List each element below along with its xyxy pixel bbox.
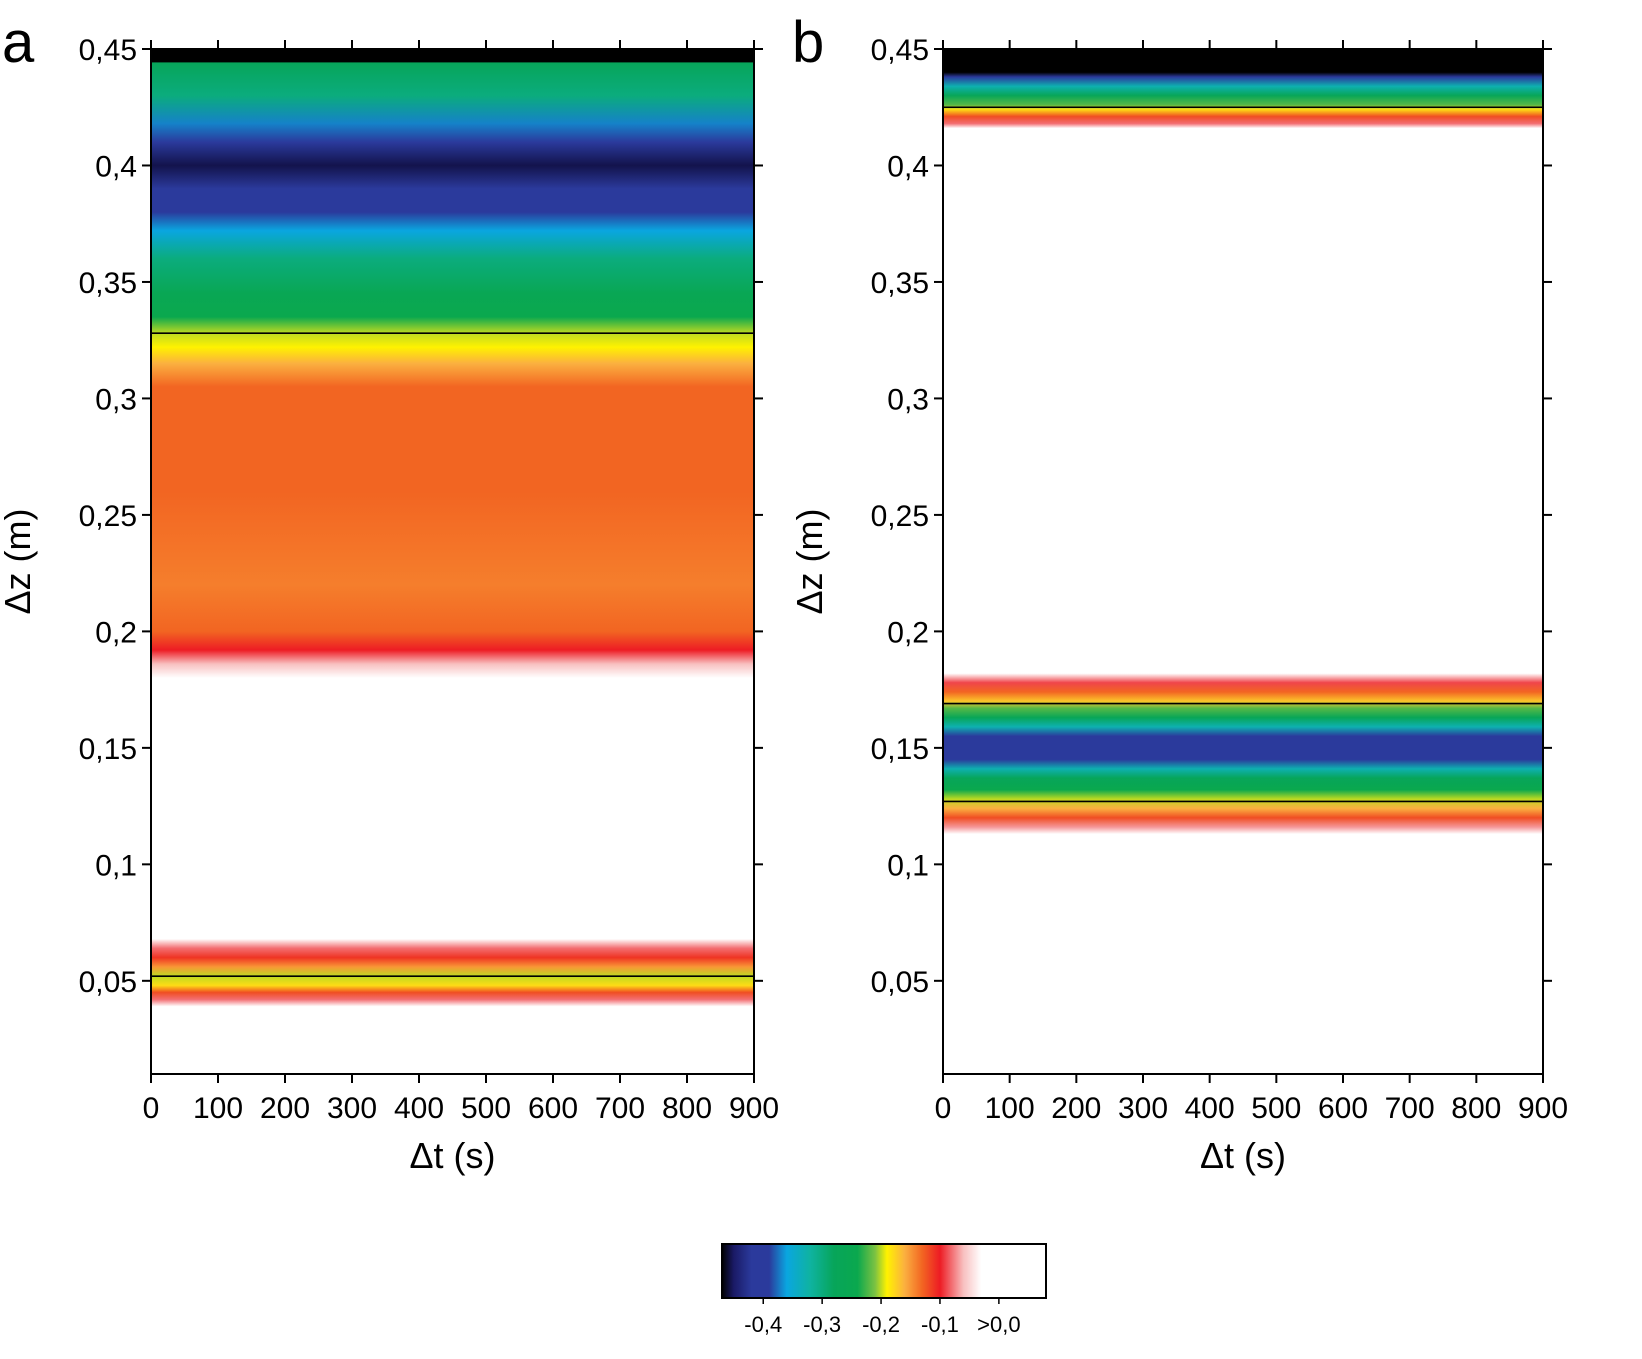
y-tick-label: 0,05 xyxy=(79,966,137,999)
x-tick-label: 100 xyxy=(985,1092,1035,1125)
y-tick-label: 0,25 xyxy=(79,500,137,533)
colorbar: -0,4 -0,3 -0,2 -0,1 >0,0 xyxy=(721,1243,1047,1337)
y-tick-label: 0,35 xyxy=(871,267,929,300)
panel-a: 0 100 200 300 400 500 600 700 800 900 0,05 0,1 0,15 0… xyxy=(0,10,779,1176)
plot-frame xyxy=(150,48,755,1075)
colorbar-tick-label: -0,2 xyxy=(862,1312,900,1337)
heatmap-field xyxy=(151,49,754,1074)
x-tick-label: 900 xyxy=(1518,1092,1568,1125)
y-tick-label: 0,45 xyxy=(871,34,929,67)
x-tick-label: 0 xyxy=(935,1092,952,1125)
x-tick-label: 200 xyxy=(1051,1092,1101,1125)
x-tick-label: 800 xyxy=(662,1092,712,1125)
x-tick-label: 900 xyxy=(729,1092,779,1125)
x-tick-label: 0 xyxy=(143,1092,160,1125)
colorbar-tick-label: -0,1 xyxy=(921,1312,959,1337)
y-tick-label: 0,1 xyxy=(95,849,137,882)
x-tick-label: 300 xyxy=(1118,1092,1168,1125)
colorbar-tick-label: -0,4 xyxy=(744,1312,782,1337)
y-tick-label: 0,35 xyxy=(79,267,137,300)
x-axis-label: Δt (s) xyxy=(409,1135,495,1176)
y-tick-label: 0,15 xyxy=(871,733,929,766)
y-tick-label: 0,3 xyxy=(95,383,137,416)
plot-frame xyxy=(942,48,1544,1075)
y-tick-label: 0,4 xyxy=(887,150,929,183)
x-tick-label: 800 xyxy=(1451,1092,1501,1125)
y-tick-label: 0,15 xyxy=(79,733,137,766)
y-tick-label: 0,2 xyxy=(95,616,137,649)
x-tick-label: 400 xyxy=(394,1092,444,1125)
y-axis-label: Δz (m) xyxy=(789,508,830,614)
x-tick-label: 600 xyxy=(1318,1092,1368,1125)
x-tick-label: 500 xyxy=(461,1092,511,1125)
y-tick-label: 0,4 xyxy=(95,150,137,183)
x-tick-label: 400 xyxy=(1185,1092,1235,1125)
colorbar-bar xyxy=(721,1243,1047,1299)
x-tick-label: 100 xyxy=(193,1092,243,1125)
panel-letter: a xyxy=(2,10,35,75)
y-tick-label: 0,1 xyxy=(887,849,929,882)
x-tick-label: 200 xyxy=(260,1092,310,1125)
y-tick-label: 0,3 xyxy=(887,383,929,416)
x-tick-label: 300 xyxy=(327,1092,377,1125)
heatmap-field xyxy=(943,49,1543,1074)
x-tick-label: 700 xyxy=(595,1092,645,1125)
colorbar-tick-label: >0,0 xyxy=(977,1312,1020,1337)
y-axis-label: Δz (m) xyxy=(0,508,38,614)
x-tick-label: 500 xyxy=(1251,1092,1301,1125)
panel-b: 0 100 200 300 400 500 600 700 800 900 0,05 0,1 0,15 0… xyxy=(789,10,1568,1176)
y-tick-label: 0,2 xyxy=(887,616,929,649)
y-tick-label: 0,05 xyxy=(871,966,929,999)
y-tick-label: 0,45 xyxy=(79,34,137,67)
x-axis-label: Δt (s) xyxy=(1200,1135,1286,1176)
x-tick-label: 600 xyxy=(528,1092,578,1125)
x-tick-label: 700 xyxy=(1385,1092,1435,1125)
panel-letter: b xyxy=(792,10,824,75)
colorbar-tick-label: -0,3 xyxy=(803,1312,841,1337)
y-tick-label: 0,25 xyxy=(871,500,929,533)
